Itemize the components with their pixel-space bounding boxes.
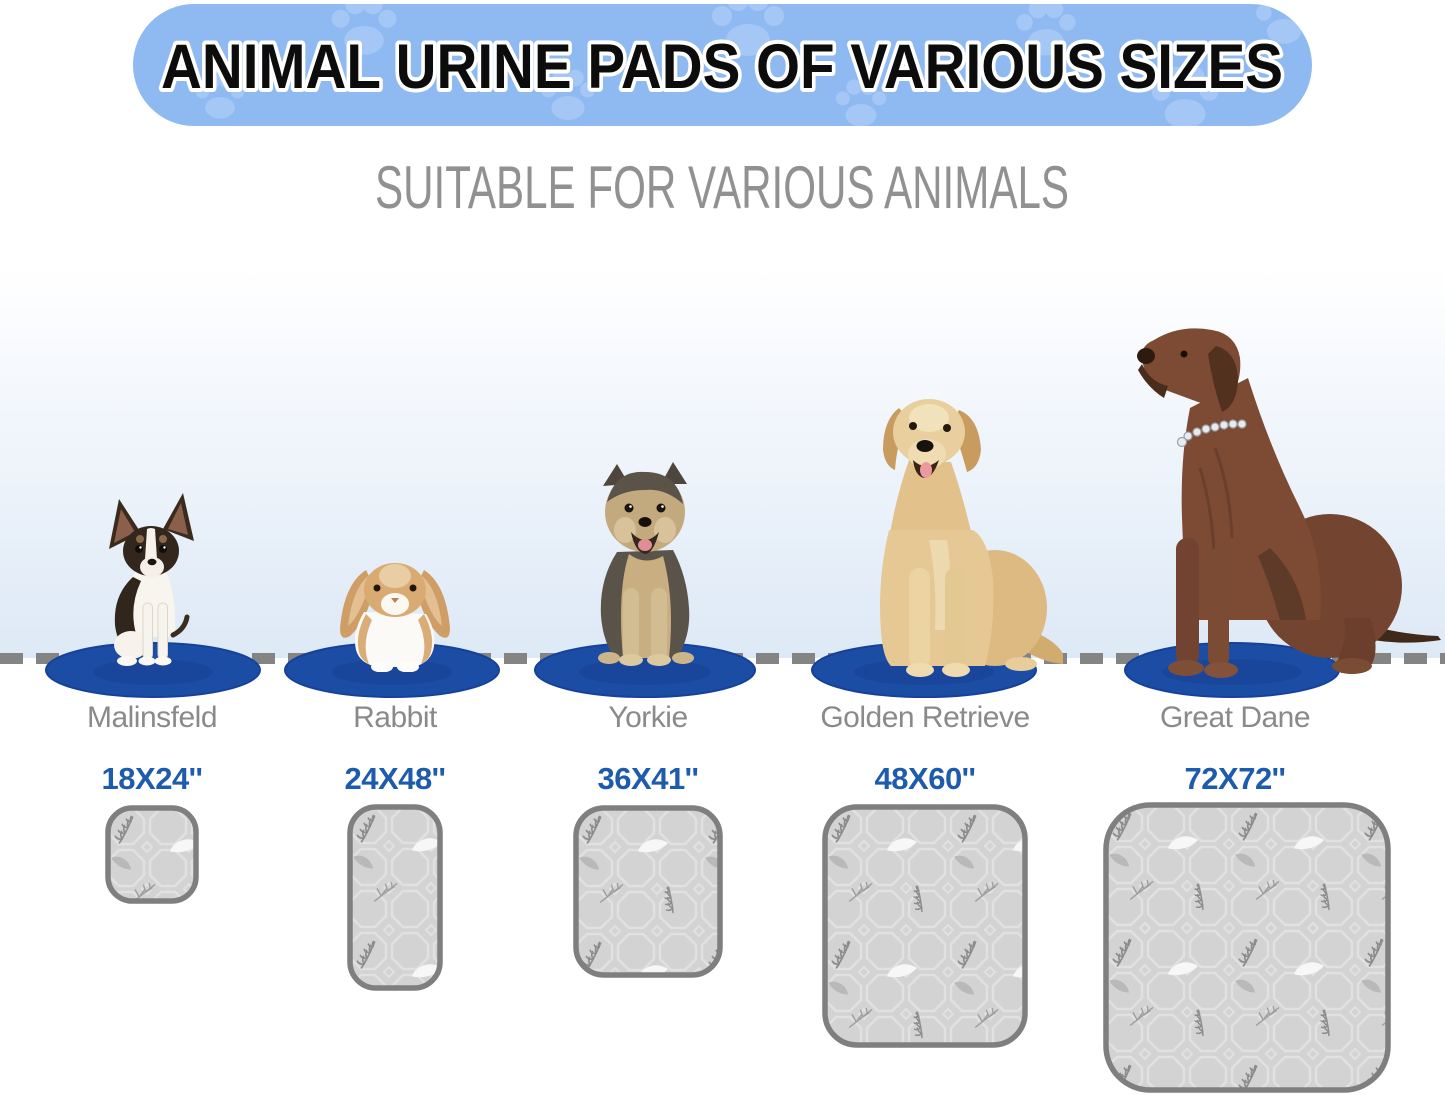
- subtitle: SUITABLE FOR VARIOUS ANIMALS: [375, 156, 1069, 220]
- pad-size-48x60: 48X60'': [874, 761, 976, 796]
- banner-decorations: ANIMAL URINE PADS OF VARIOUS SIZES: [157, 4, 1312, 126]
- title-banner: ANIMAL URINE PADS OF VARIOUS SIZES: [133, 4, 1312, 126]
- animal-name-rabbit: Rabbit: [353, 701, 437, 734]
- pad-swatch-18x24: [105, 805, 199, 904]
- pad-size-24x48: 24X48'': [344, 761, 446, 796]
- pad-swatch-48x60: [822, 804, 1028, 1048]
- pad-swatch-72x72: [1103, 802, 1391, 1093]
- pad-swatch-36x41: [573, 805, 723, 978]
- great-dane-photo: [1137, 328, 1441, 678]
- animal-name-golden-retrieve: Golden Retrieve: [820, 701, 1030, 734]
- pad-size-72x72: 72X72'': [1184, 761, 1286, 796]
- animal-name-malinsfeld: Malinsfeld: [86, 701, 218, 734]
- yorkie-photo: [598, 462, 694, 666]
- pad-swatch-24x48: [347, 804, 443, 991]
- chihuahua-image: [109, 493, 194, 666]
- animal-name-great-dane: Great Dane: [1159, 701, 1311, 734]
- animal-name-yorkie: Yorkie: [608, 701, 688, 734]
- golden-retriever-photo: [880, 399, 1063, 677]
- page-title: ANIMAL URINE PADS OF VARIOUS SIZES: [161, 32, 1283, 102]
- chain-collar: [1176, 419, 1247, 448]
- pad-size-18x24: 18X24'': [101, 761, 203, 796]
- subtitle-wrap: SUITABLE FOR VARIOUS ANIMALS: [375, 156, 1069, 220]
- rabbit-photo: [340, 563, 450, 672]
- pad-size-36x41: 36X41'': [597, 761, 699, 796]
